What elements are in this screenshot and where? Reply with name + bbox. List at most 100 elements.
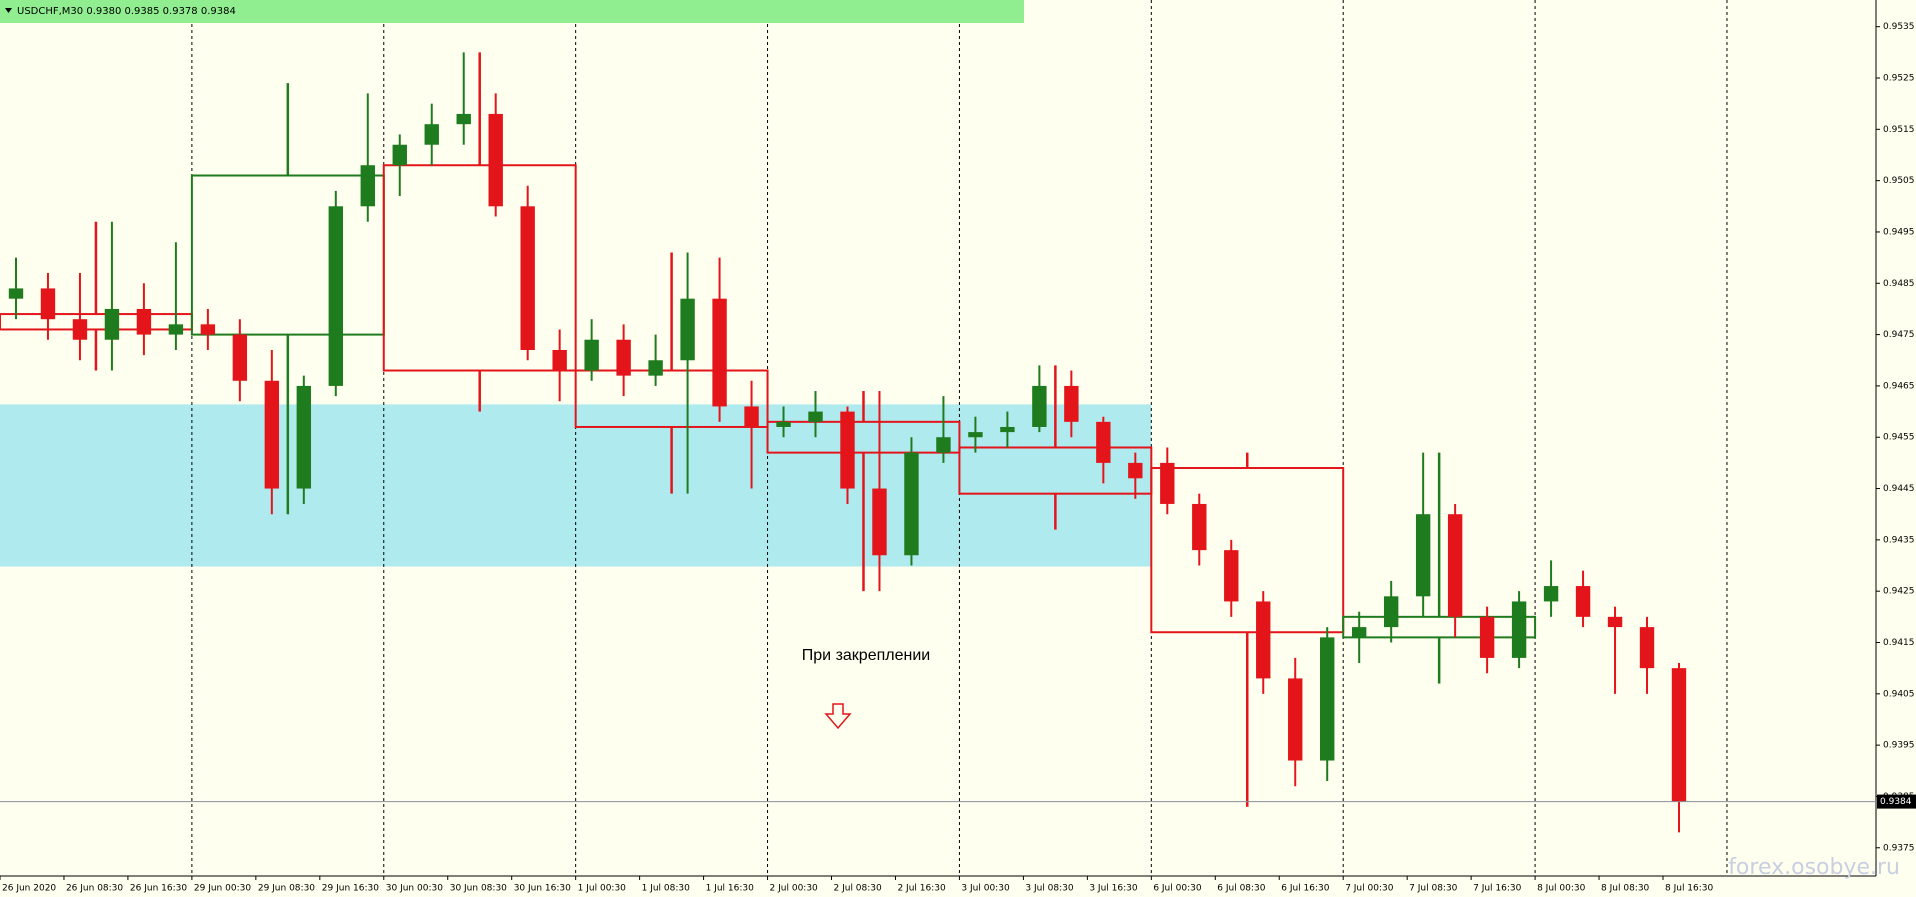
daily-body [1150,467,1345,634]
candle-body [1000,426,1015,433]
candle-body [1064,385,1079,422]
candle-body [456,113,471,125]
watermark: forex.osobye.ru [1728,855,1900,880]
x-tick-label: 1 Jul 08:30 [642,884,691,894]
header-icon [5,8,12,13]
y-tick-label: 0.9525 [1883,74,1915,84]
x-tick-label: 6 Jul 16:30 [1281,884,1330,894]
y-tick-label: 0.9395 [1883,741,1915,751]
x-tick-label: 1 Jul 00:30 [578,884,627,894]
header-bar [0,0,1024,23]
x-tick-label: 30 Jun 08:30 [450,884,507,894]
x-tick-label: 30 Jun 16:30 [514,884,571,894]
x-tick-label: 29 Jun 08:30 [258,884,315,894]
candle-body [328,206,343,386]
candle-body [1351,627,1367,638]
candle-body [648,360,663,376]
x-tick-label: 6 Jul 08:30 [1217,884,1266,894]
candle-body [72,319,88,340]
y-tick-label: 0.9425 [1883,587,1915,597]
x-tick-label: 26 Jun 2020 [2,884,56,894]
daily-body [766,420,961,454]
x-tick-label: 29 Jun 00:30 [194,884,251,894]
annotation: При закреплении [802,647,930,664]
candle-layer [8,52,1687,833]
candle-body [1096,421,1111,463]
candle-body [1320,637,1335,761]
candle-body [40,288,56,320]
down-arrow [824,703,852,730]
candle-body [488,113,503,207]
candle-body [1671,668,1687,802]
candle-body [1415,514,1431,597]
y-tick-label: 0.9515 [1883,125,1915,135]
y-tick-label: 0.9445 [1883,484,1915,494]
candle-body [520,206,535,350]
y-tick-label: 0.9405 [1883,689,1915,699]
x-tick-label: 2 Jul 16:30 [897,884,946,894]
candle-body [168,324,184,335]
y-tick-label: 0.9435 [1883,535,1915,545]
candle-body [1224,550,1239,602]
candle-body [1383,596,1399,628]
x-tick-label: 1 Jul 16:30 [706,884,755,894]
last-price-label: 0.9384 [1880,797,1912,807]
x-tick-label: 8 Jul 00:30 [1537,884,1586,894]
candle-body [8,288,24,299]
y-tick-label: 0.9465 [1883,381,1915,391]
y-tick-label: 0.9535 [1883,22,1915,32]
candle-body [1479,616,1495,658]
candle-body [424,124,439,145]
x-tick-label: 3 Jul 08:30 [1025,884,1074,894]
y-tick-label: 0.9415 [1883,638,1915,648]
daily-body [574,369,769,428]
candle-body [1575,586,1591,617]
header-text: USDCHF,M30 0.9380 0.9385 0.9378 0.9384 [17,6,236,17]
candle-body [616,339,631,376]
candle-body [1192,503,1207,551]
candle-body [1256,601,1271,679]
x-tick-label: 8 Jul 08:30 [1601,884,1650,894]
candle-body [1447,514,1463,617]
candle-body [936,437,951,453]
x-tick-label: 26 Jun 16:30 [130,884,187,894]
x-tick-label: 7 Jul 00:30 [1345,884,1394,894]
candle-body [840,411,855,489]
candle-body [1128,462,1143,479]
candle-body [1543,586,1559,602]
candle-body [744,406,759,427]
candle-body [296,385,312,489]
x-tick-label: 3 Jul 16:30 [1089,884,1138,894]
y-tick-label: 0.9505 [1883,176,1915,186]
candle-body [1288,678,1303,761]
y-tick-label: 0.9485 [1883,279,1915,289]
candle-body [584,339,599,371]
x-tick-label: 7 Jul 16:30 [1473,884,1522,894]
x-tick-label: 2 Jul 08:30 [834,884,883,894]
x-tick-label: 29 Jun 16:30 [322,884,379,894]
candle-body [200,324,216,335]
candle-body [392,144,407,166]
candle-body [232,334,248,381]
candle-body [712,298,727,407]
candle-body [1639,627,1655,669]
candle-body [1032,385,1047,427]
candle-body [776,421,791,427]
candle-body [680,298,695,361]
last-price-box [1877,794,1916,809]
candle-body [360,165,375,207]
daily-body [382,164,577,372]
daily-layer [0,52,1537,807]
x-tick-label: 30 Jun 00:30 [386,884,443,894]
candle-body [1511,601,1527,658]
candle-body [104,308,120,340]
y-tick-label: 0.9495 [1883,227,1915,237]
y-tick-label: 0.9475 [1883,330,1915,340]
x-tick-label: 26 Jun 08:30 [66,884,123,894]
x-tick-label: 6 Jul 00:30 [1153,884,1202,894]
candle-body [968,432,983,438]
candle-body [552,349,567,371]
